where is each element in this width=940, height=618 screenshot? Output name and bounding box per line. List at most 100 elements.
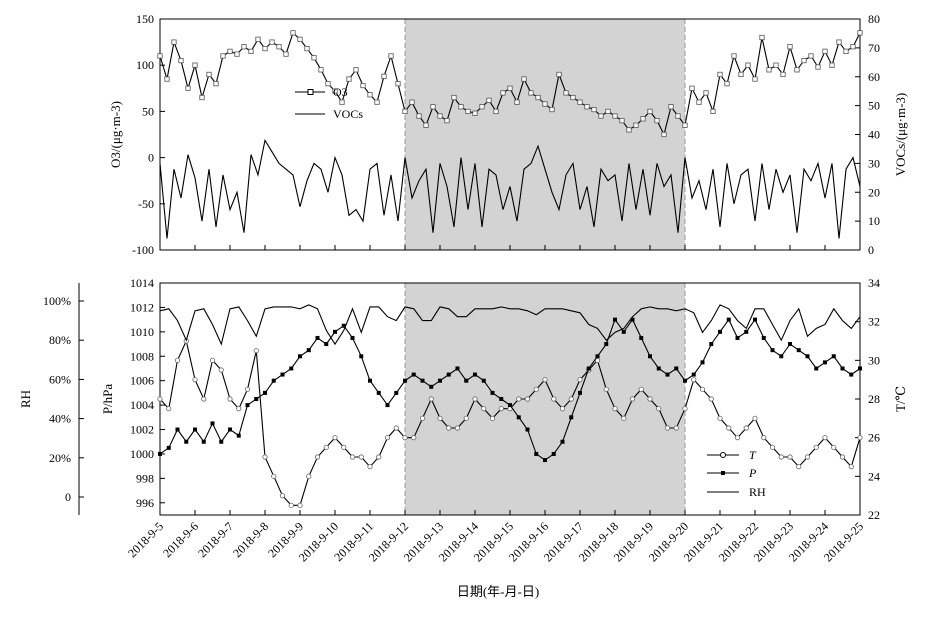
data-point-o3 <box>157 53 163 59</box>
data-point-o3 <box>759 34 765 41</box>
highlight-band-bottom <box>405 283 685 515</box>
ytick-label-p: 1006 <box>130 374 154 388</box>
data-point-p <box>289 366 294 371</box>
data-point-o3 <box>290 30 296 36</box>
bottom-panel: 100% 80% 60% 40% 20% 0 RH 1014 1012 1010 1008 1006 1… <box>18 276 908 522</box>
data-point-t <box>218 367 224 373</box>
data-point-o3 <box>465 108 471 114</box>
data-point-o3 <box>682 122 688 128</box>
ytick-label-p: 1008 <box>130 349 154 363</box>
data-point-o3 <box>808 53 814 59</box>
data-point-p <box>333 329 337 334</box>
highlight-band-top <box>405 19 685 250</box>
data-point-t <box>419 415 426 421</box>
ytick-label-top-left: 100 <box>136 58 154 72</box>
data-point-p <box>534 451 539 456</box>
ylabel-t: T/℃ <box>893 386 908 412</box>
data-point-p <box>831 354 836 359</box>
ylabel-p: P/hPa <box>100 384 115 415</box>
ytick-label-p: 1002 <box>130 423 154 437</box>
data-point-p <box>411 372 416 377</box>
data-point-p <box>516 415 521 420</box>
data-point-p <box>464 378 469 383</box>
data-point-p <box>184 439 189 444</box>
ytick-label-t: 26 <box>868 431 880 445</box>
ytick-label-top-right: 50 <box>868 99 880 113</box>
data-point-p <box>814 366 819 371</box>
ytick-label-top-left: 0 <box>148 151 154 165</box>
data-point-o3 <box>507 85 513 91</box>
data-point-t <box>743 425 749 431</box>
data-point-p <box>193 427 197 432</box>
data-point-p <box>656 366 661 371</box>
data-point-t <box>437 415 443 421</box>
ytick-label-top-right: 10 <box>868 214 880 228</box>
ytick-label-p: 1004 <box>130 398 154 412</box>
data-point-t <box>682 406 688 412</box>
data-point-o3 <box>444 118 450 124</box>
data-point-t <box>516 396 522 402</box>
ytick-label-top-right: 20 <box>868 185 880 199</box>
data-point-p <box>201 439 206 444</box>
data-point-t <box>778 454 784 460</box>
data-point-p <box>560 439 565 444</box>
data-point-t <box>271 473 277 479</box>
data-point-o3 <box>633 122 639 128</box>
data-point-t <box>559 406 566 412</box>
data-point-t <box>734 435 741 441</box>
data-point-p <box>499 397 504 401</box>
data-point-o3 <box>178 57 184 64</box>
data-point-p <box>849 372 854 377</box>
data-point-p <box>158 451 162 456</box>
data-point-o3 <box>304 45 310 52</box>
data-point-p <box>683 378 687 383</box>
data-point-o3 <box>598 113 604 119</box>
data-point-p <box>718 329 722 334</box>
data-point-t <box>603 386 609 392</box>
data-point-p <box>543 458 547 463</box>
data-point-o3 <box>297 36 303 42</box>
ytick-label-top-left: 50 <box>142 104 154 118</box>
data-point-o3 <box>647 108 653 114</box>
data-point-p <box>726 317 731 322</box>
data-point-p <box>455 366 460 371</box>
data-point-o3 <box>472 110 478 116</box>
data-point-t <box>428 396 434 402</box>
data-point-t <box>314 454 321 460</box>
data-point-o3 <box>745 62 751 68</box>
data-point-t <box>402 435 408 441</box>
data-point-t <box>551 396 557 402</box>
data-point-o3 <box>787 44 793 50</box>
ytick-label-rh: 60% <box>49 372 71 386</box>
data-point-p <box>324 342 329 347</box>
data-point-p <box>788 342 792 347</box>
data-point-o3 <box>850 44 856 50</box>
data-point-o3 <box>605 108 611 114</box>
data-point-p <box>438 378 442 383</box>
data-point-t <box>761 435 767 441</box>
xaxis-title: 日期(年-月-日) <box>457 584 539 599</box>
data-point-o3 <box>255 36 261 42</box>
data-point-p <box>298 354 302 359</box>
data-point-o3 <box>612 113 618 119</box>
data-point-p <box>341 323 346 328</box>
data-point-t <box>393 425 399 431</box>
legend-label-vocs: VOCs <box>333 107 363 121</box>
data-point-o3 <box>199 94 205 101</box>
data-point-p <box>245 403 250 408</box>
data-point-o3 <box>640 116 646 122</box>
data-point-p <box>175 427 180 432</box>
data-point-p <box>779 354 784 359</box>
data-point-o3 <box>185 85 191 91</box>
data-point-t <box>752 415 758 421</box>
data-point-o3 <box>815 64 821 70</box>
ylabel-rh: RH <box>18 390 33 408</box>
data-point-o3 <box>493 108 499 114</box>
data-point-o3 <box>192 62 198 68</box>
data-point-o3 <box>549 106 555 113</box>
data-point-p <box>228 427 232 432</box>
data-point-p <box>385 403 390 408</box>
data-point-p <box>700 360 705 365</box>
data-point-p <box>219 439 224 444</box>
data-point-p <box>254 397 259 401</box>
